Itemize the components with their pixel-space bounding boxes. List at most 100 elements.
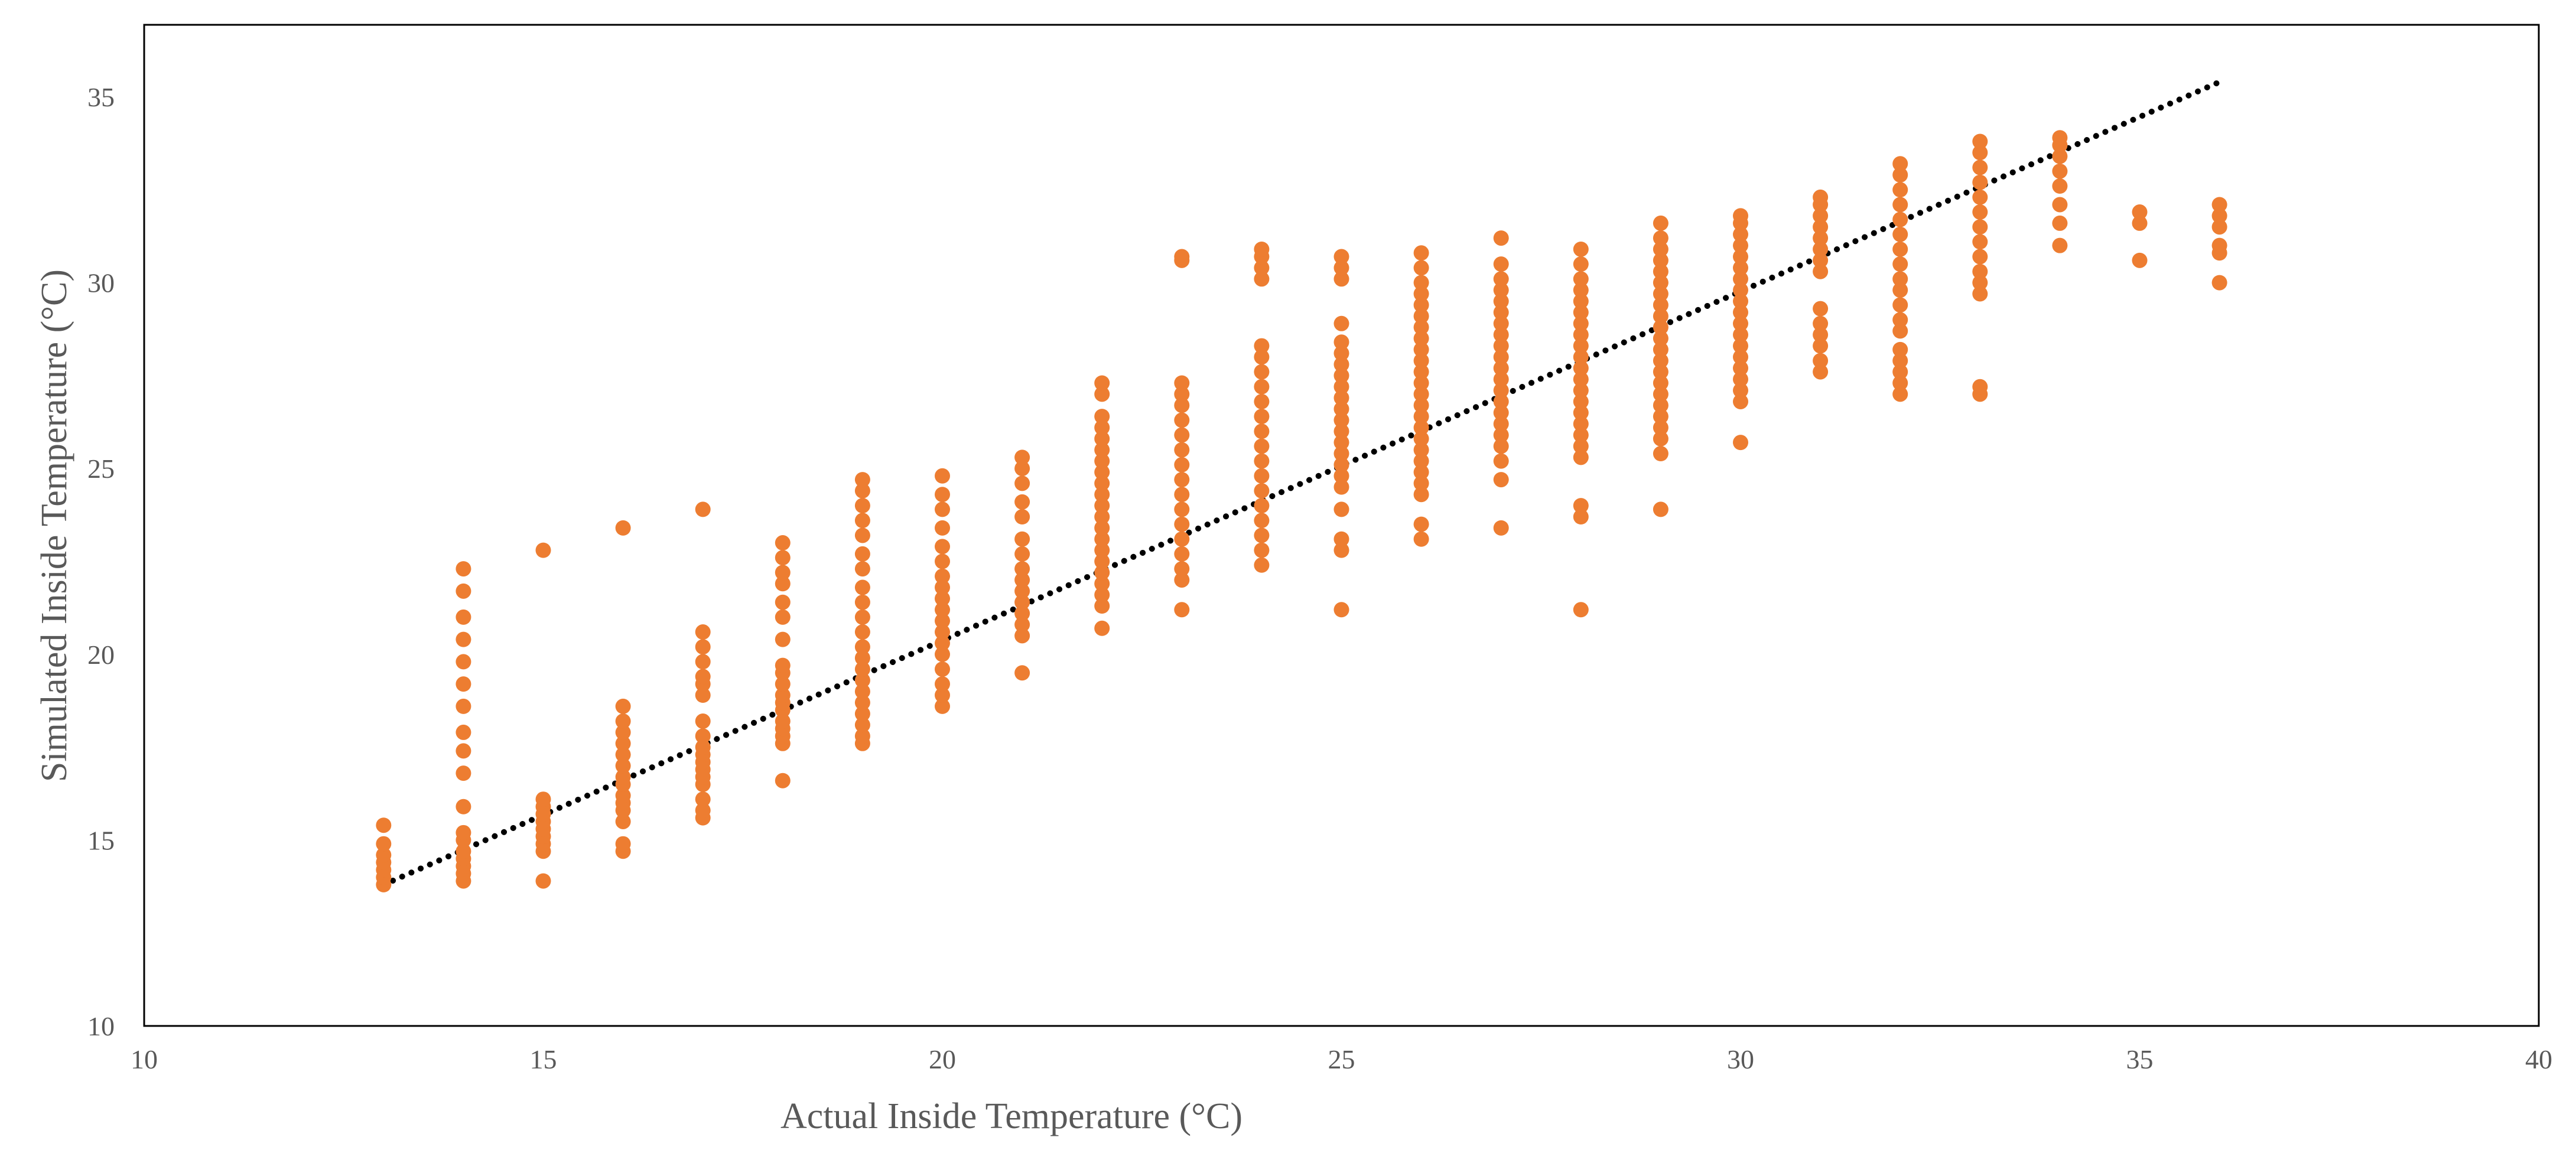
data-point [935,553,950,569]
data-point [1413,531,1429,547]
data-point [1733,338,1748,354]
data-point [456,654,471,670]
data-point [1733,372,1748,387]
data-point [1653,341,1668,357]
data-point [1653,230,1668,246]
data-point [2052,130,2068,146]
data-point [1413,453,1429,469]
data-point [695,501,711,517]
data-point [2132,252,2148,268]
data-point [775,535,791,551]
data-point [1333,390,1349,406]
data-point [1094,509,1110,524]
data-point [456,561,471,577]
y-tick-label: 30 [87,268,115,298]
data-point [1493,315,1509,331]
data-point [1094,542,1110,558]
data-point [1094,464,1110,480]
data-point [1493,453,1509,469]
data-point [1413,330,1429,346]
data-point [1573,327,1589,343]
data-point [1413,487,1429,503]
data-point [1972,219,1988,235]
data-point [775,657,791,673]
data-point [1333,435,1349,451]
data-point [456,609,471,625]
data-point [775,594,791,610]
data-point [1094,475,1110,491]
data-point [1174,472,1190,488]
data-point [935,591,950,607]
data-point [1733,349,1748,365]
data-point [854,527,870,543]
data-point [1333,334,1349,350]
data-point [1254,527,1270,543]
data-point [1254,453,1270,469]
data-point [1733,383,1748,399]
data-point [1573,294,1589,309]
data-point [1653,419,1668,435]
data-point [1333,346,1349,361]
data-point [1653,275,1668,291]
data-point [854,728,870,744]
data-point [456,631,471,647]
x-tick-label: 20 [929,1044,956,1074]
data-point [1094,587,1110,603]
data-point [935,602,950,618]
data-point [775,550,791,566]
data-point [376,836,392,852]
x-axis-title: Actual Inside Temperature (°C) [780,1096,1243,1136]
data-point [1493,438,1509,454]
data-point [1972,249,1988,265]
data-point [1493,405,1509,421]
data-point [1014,509,1030,524]
data-point [1254,438,1270,454]
data-point [1733,304,1748,320]
data-point [1254,393,1270,409]
data-point [1813,327,1829,343]
data-point [1413,409,1429,425]
y-tick-label: 15 [87,825,115,855]
data-point [854,650,870,666]
data-point [1413,286,1429,302]
data-point [1733,271,1748,287]
data-point [1174,397,1190,413]
x-tick-label: 40 [2525,1044,2552,1074]
data-point [2052,215,2068,231]
data-point [1493,393,1509,409]
data-point [854,579,870,595]
data-point [1413,475,1429,491]
data-point [1892,297,1908,313]
data-point [1493,383,1509,399]
data-point [1653,364,1668,380]
data-point [1733,208,1748,224]
data-point [1014,583,1030,599]
data-point [2211,275,2227,291]
data-point [1733,327,1748,343]
data-point [935,661,950,677]
data-point [854,513,870,529]
y-tick-label: 10 [87,1011,115,1041]
data-point [1813,208,1829,224]
data-point [1333,412,1349,428]
data-point [1094,386,1110,402]
data-point [1892,167,1908,183]
data-point [1094,531,1110,547]
data-point [376,817,392,833]
data-point [1653,409,1668,425]
data-point [615,713,631,729]
data-point [1573,241,1589,257]
data-point [854,695,870,711]
data-point [1174,501,1190,517]
data-point [1094,498,1110,514]
data-point [1254,338,1270,354]
data-point [1892,386,1908,402]
data-point [1653,330,1668,346]
data-point [1813,315,1829,331]
data-point [1333,542,1349,558]
data-point [775,576,791,592]
data-point [935,579,950,595]
data-point [1413,275,1429,291]
data-point [1493,338,1509,354]
data-point [1174,427,1190,443]
